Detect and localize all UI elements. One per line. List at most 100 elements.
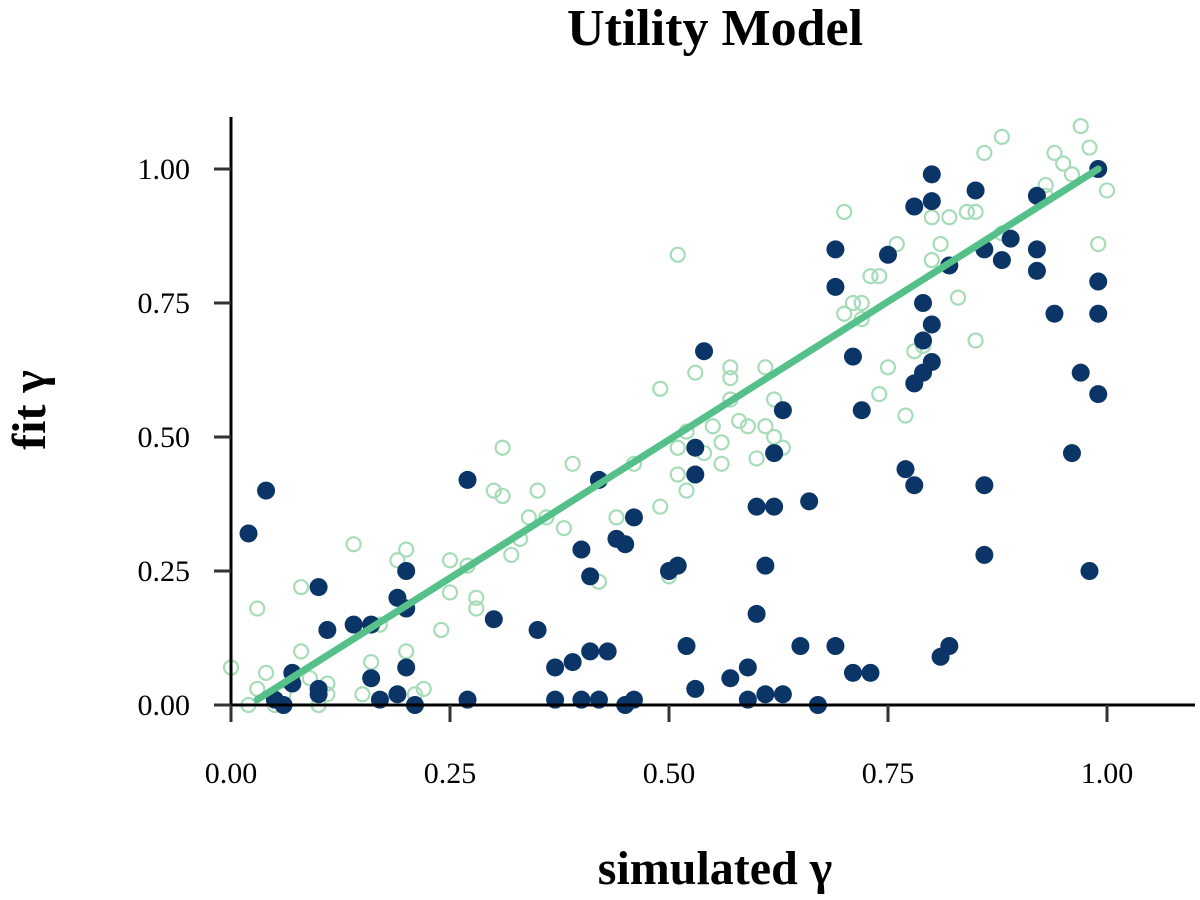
filled-point [975,476,994,495]
filled-point [581,642,600,661]
x-tick-label: 0.25 [424,757,477,790]
filled-point [940,637,959,656]
filled-point [1001,229,1020,248]
filled-point [257,481,276,500]
filled-point [686,679,705,698]
filled-point [756,556,775,575]
filled-point [563,653,582,672]
x-tick-label: 0.50 [643,757,696,790]
hollow-point [1063,166,1081,183]
filled-point [686,465,705,484]
hollow-point [485,482,502,499]
filled-point [598,642,617,661]
filled-point [765,444,784,463]
hollow-point [976,144,993,162]
hollow-point [853,294,870,312]
filled-point [765,497,784,516]
filled-point [397,658,416,677]
filled-point [397,562,416,580]
hollow-point [494,439,511,456]
hollow-point [538,509,555,526]
hollow-point [529,482,546,499]
filled-point [843,663,862,682]
hollow-point [757,359,774,376]
filled-point [624,508,643,527]
y-tick-label: 0.25 [138,555,191,588]
filled-point [1071,363,1090,382]
hollow-point [1037,176,1054,194]
hollow-point [345,536,362,553]
hollow-point [1072,118,1089,135]
hollow-point [468,589,485,606]
points-layer [222,118,1116,714]
filled-point [914,294,933,312]
filled-point [388,685,407,704]
hollow-point [669,466,686,483]
filled-point [791,637,810,656]
fit-line-layer [253,165,1102,704]
hollow-point [897,407,914,424]
hollow-point [503,546,520,564]
filled-point [572,540,591,559]
filled-point [239,524,258,543]
hollow-point [967,332,984,349]
y-tick-label: 1.00 [138,153,191,186]
filled-point [309,578,328,597]
hollow-point [713,434,730,451]
hollow-point [389,552,406,569]
hollow-point [766,391,783,408]
hollow-point [249,600,266,617]
filled-point [800,492,819,511]
hollow-point [888,235,905,253]
filled-point [1027,240,1046,259]
hollow-point [722,369,739,387]
y-tick-label: 0.75 [138,287,191,320]
hollow-point [871,386,888,403]
hollow-point [941,209,958,226]
y-ticks: 0.00 0.25 0.50 0.75 1.00 [138,153,231,722]
hollow-point [257,664,275,681]
filled-point [826,277,845,296]
hollow-point [757,418,774,435]
hollow-point [836,305,853,322]
filled-point [1089,385,1108,404]
filled-point [344,615,363,634]
hollow-point [555,520,572,537]
x-tick-label: 0.75 [862,757,915,790]
filled-point [668,556,687,575]
hollow-point [441,584,459,601]
filled-point [922,315,941,334]
filled-point [773,685,792,704]
filled-point [914,331,933,350]
filled-point [992,251,1011,270]
filled-point [861,663,880,682]
hollow-point [468,600,485,617]
hollow-point [398,541,415,558]
y-tick-label: 0.50 [138,421,191,454]
filled-point [318,620,337,639]
filled-point [879,245,897,264]
hollow-point [949,289,967,306]
filled-point [966,181,985,200]
hollow-point [879,359,897,376]
filled-point [1062,444,1081,463]
hollow-point [923,209,940,226]
filled-point [756,685,775,704]
fit-line [253,165,1102,704]
filled-point [852,401,871,420]
filled-point [695,342,714,361]
filled-point [747,604,766,623]
hollow-point [687,364,704,381]
filled-point [1089,272,1108,291]
filled-point [309,685,328,704]
filled-point [773,401,792,420]
hollow-point [844,294,862,312]
filled-point [747,497,766,516]
hollow-point [292,643,310,660]
hollow-point [1098,182,1116,199]
hollow-point [967,203,984,220]
hollow-point [739,418,756,435]
filled-point [738,658,757,677]
x-ticks: 0.00 0.25 0.50 0.75 1.00 [205,705,1133,790]
